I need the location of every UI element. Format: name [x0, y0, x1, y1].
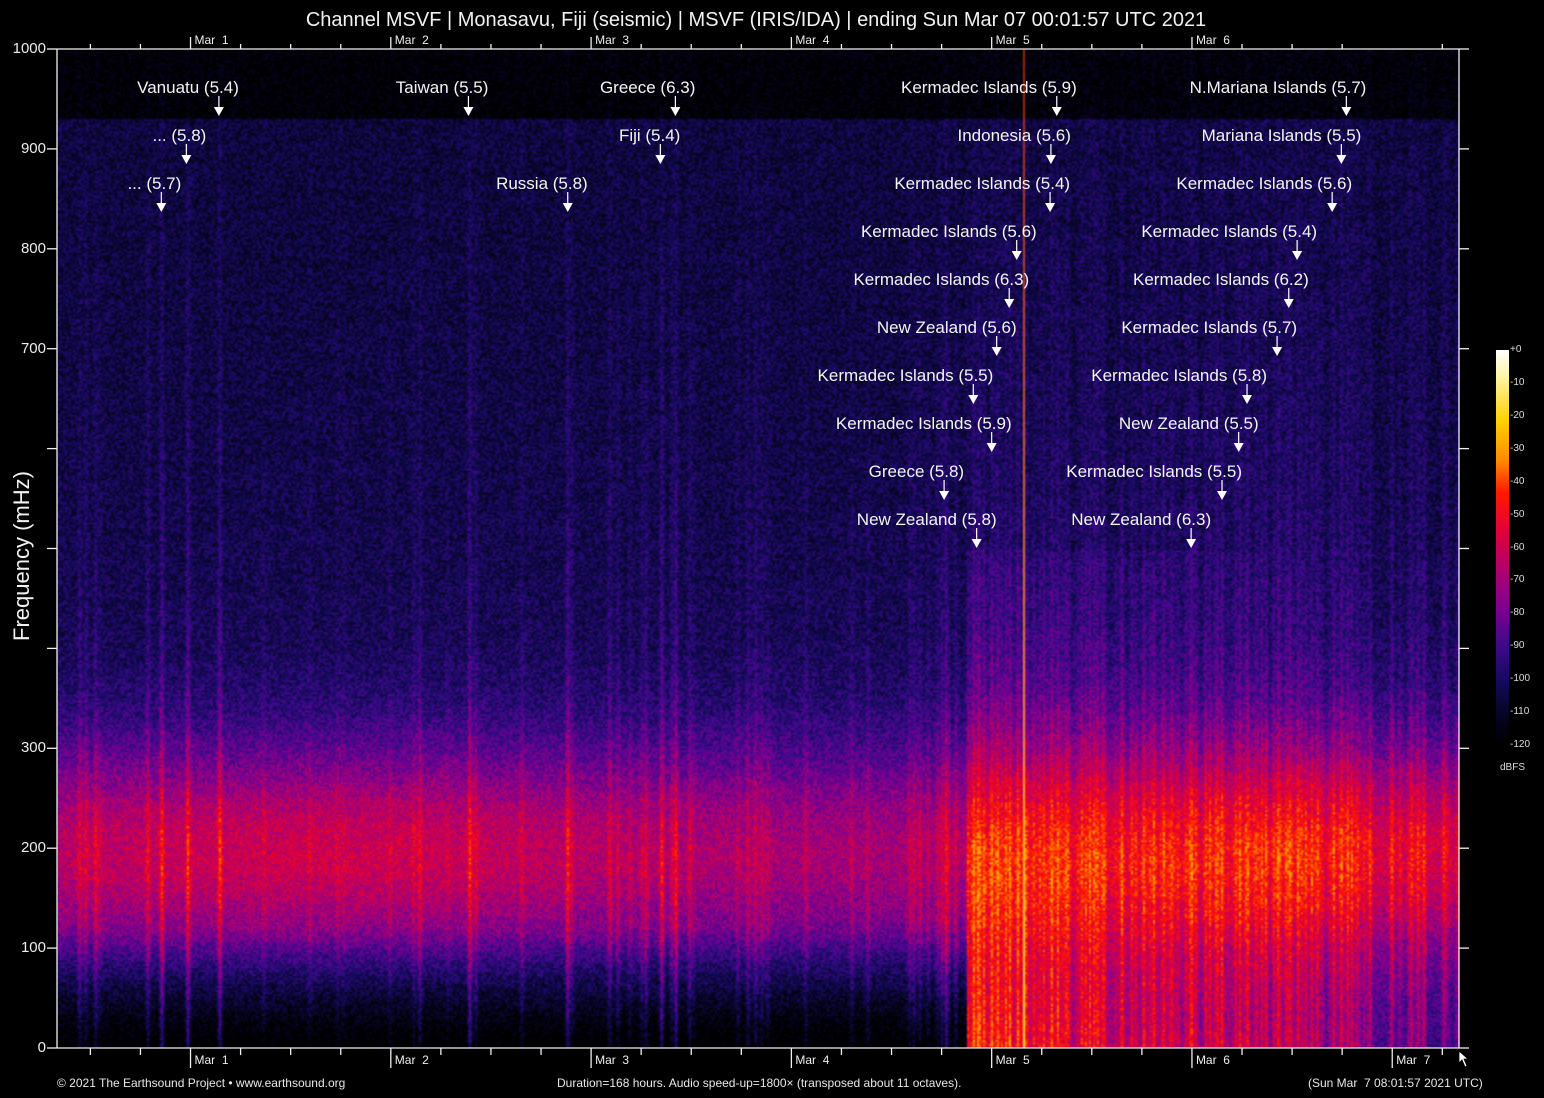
event-arrow-head-icon — [939, 491, 950, 500]
event-label: Kermadec Islands (5.9) — [901, 78, 1077, 97]
x-tick-label-top: Mar 1 — [194, 33, 229, 47]
event-arrow-head-icon — [1004, 299, 1015, 308]
colorbar-tick-label: -120 — [1510, 739, 1531, 750]
event-label: Indonesia (5.6) — [957, 126, 1071, 145]
footer-duration: Duration=168 hours. Audio speed-up=1800×… — [557, 1076, 962, 1090]
colorbar-tick-label: -90 — [1510, 640, 1525, 652]
y-tick-label: 200 — [20, 839, 46, 857]
event-arrow-head-icon — [670, 107, 681, 116]
colorbar-tick-label: -60 — [1510, 541, 1525, 553]
y-tick-label: 300 — [20, 739, 46, 757]
colorbar-tick-label: -70 — [1510, 574, 1525, 586]
x-tick-label-top: Mar 2 — [394, 33, 429, 47]
event-arrow-head-icon — [1336, 155, 1347, 164]
x-tick-label-top: Mar 4 — [795, 33, 830, 47]
event-arrow-head-icon — [181, 155, 192, 164]
x-tick-label-top: Mar 3 — [595, 33, 630, 47]
event-label: Kermadec Islands (6.3) — [853, 270, 1030, 289]
y-tick-label: 800 — [20, 239, 46, 257]
x-tick-label-bottom: Mar 2 — [394, 1053, 429, 1067]
colorbar-tick-label: -40 — [1510, 475, 1525, 487]
x-tick-label-bottom: Mar 3 — [595, 1053, 630, 1067]
event-label: Kermadec Islands (5.4) — [894, 174, 1071, 193]
footer-end-time: (Sun Mar 7 08:01:57 2021 UTC) — [1308, 1076, 1483, 1090]
event-arrow-head-icon — [1272, 347, 1283, 356]
spectrogram-plot-area — [57, 49, 1459, 1048]
mouse-pointer-icon — [1458, 1050, 1470, 1068]
event-label: Kermadec Islands (5.6) — [1176, 174, 1353, 193]
event-arrow-head-icon — [1292, 251, 1303, 260]
x-tick-label-bottom: Mar 7 — [1396, 1053, 1431, 1067]
event-arrow-head-icon — [1233, 443, 1244, 452]
colorbar-tick-label: +0 — [1510, 344, 1522, 355]
event-label: Taiwan (5.5) — [395, 78, 489, 97]
event-label: Fiji (5.4) — [618, 126, 681, 145]
chart-title: Channel MSVF | Monasavu, Fiji (seismic) … — [305, 9, 1207, 31]
colorbar-tick-label: -80 — [1510, 607, 1525, 619]
event-label: ... (5.8) — [152, 126, 207, 145]
footer-copyright: © 2021 The Earthsound Project • www.eart… — [57, 1076, 346, 1090]
event-arrow-head-icon — [1051, 107, 1062, 116]
event-arrow-head-icon — [655, 155, 666, 164]
x-tick-label-bottom: Mar 6 — [1195, 1053, 1230, 1067]
event-arrow-head-icon — [1186, 539, 1197, 548]
x-tick-label-top: Mar 6 — [1195, 33, 1230, 47]
event-label: ... (5.7) — [127, 174, 182, 193]
event-label: Kermadec Islands (5.6) — [860, 222, 1037, 241]
event-label: New Zealand (5.5) — [1118, 414, 1259, 433]
colorbar-unit: dBFS — [1500, 762, 1526, 773]
event-arrow-head-icon — [991, 347, 1002, 356]
y-tick-label: 0 — [37, 1039, 46, 1056]
colorbar-tick-label: -100 — [1510, 673, 1531, 685]
y-tick-label: 100 — [20, 939, 46, 957]
event-arrow-head-icon — [1327, 203, 1338, 212]
y-tick-label: 700 — [20, 339, 46, 357]
x-tick-label-bottom: Mar 4 — [795, 1053, 830, 1067]
event-arrow-head-icon — [968, 395, 979, 404]
event-label: Kermadec Islands (5.9) — [835, 414, 1012, 433]
event-arrow-head-icon — [971, 539, 982, 548]
event-arrow-head-icon — [1341, 107, 1352, 116]
colorbar — [1496, 350, 1509, 745]
spectrogram-canvas — [57, 49, 1459, 1048]
event-label: Kermadec Islands (5.8) — [1091, 366, 1268, 385]
event-arrow-head-icon — [156, 203, 167, 212]
colorbar-tick-label: -50 — [1510, 508, 1525, 520]
event-label: Kermadec Islands (5.7) — [1121, 318, 1298, 337]
y-axis-label: Frequency (mHz) — [9, 471, 34, 641]
event-arrow-head-icon — [213, 107, 224, 116]
event-label: Kermadec Islands (6.2) — [1133, 270, 1309, 289]
x-tick-label-bottom: Mar 5 — [995, 1053, 1030, 1067]
colorbar-tick-label: -110 — [1510, 706, 1530, 718]
event-arrow-head-icon — [463, 107, 474, 116]
event-label: Greece (5.8) — [868, 462, 965, 481]
event-arrow-head-icon — [1216, 491, 1227, 500]
colorbar-tick-label: -20 — [1510, 409, 1525, 421]
event-arrow-head-icon — [1045, 203, 1056, 212]
x-tick-label-top: Mar 5 — [995, 33, 1030, 47]
event-label: N.Mariana Islands (5.7) — [1189, 78, 1367, 97]
y-tick-label: 1000 — [12, 40, 46, 57]
event-label: Kermadec Islands (5.5) — [1066, 462, 1242, 481]
event-label: Russia (5.8) — [496, 174, 588, 193]
event-label: New Zealand (5.8) — [856, 510, 997, 529]
event-label: Mariana Islands (5.5) — [1201, 126, 1362, 145]
event-label: Kermadec Islands (5.5) — [817, 366, 994, 385]
colorbar-tick-label: -30 — [1510, 442, 1525, 454]
event-arrow-head-icon — [1242, 395, 1253, 404]
event-arrow-head-icon — [562, 203, 573, 212]
event-arrow-head-icon — [986, 443, 997, 452]
event-label: Greece (6.3) — [599, 78, 696, 97]
event-label: Vanuatu (5.4) — [137, 78, 239, 97]
x-tick-label-bottom: Mar 1 — [194, 1053, 229, 1067]
event-label: New Zealand (5.6) — [876, 318, 1017, 337]
event-label: Kermadec Islands (5.4) — [1141, 222, 1318, 241]
colorbar-tick-label: -10 — [1510, 376, 1525, 388]
event-arrow-head-icon — [1283, 299, 1294, 308]
event-arrow-head-icon — [1045, 155, 1056, 164]
y-tick-label: 900 — [20, 139, 46, 157]
event-label: New Zealand (6.3) — [1071, 510, 1212, 529]
event-arrow-head-icon — [1011, 251, 1022, 260]
